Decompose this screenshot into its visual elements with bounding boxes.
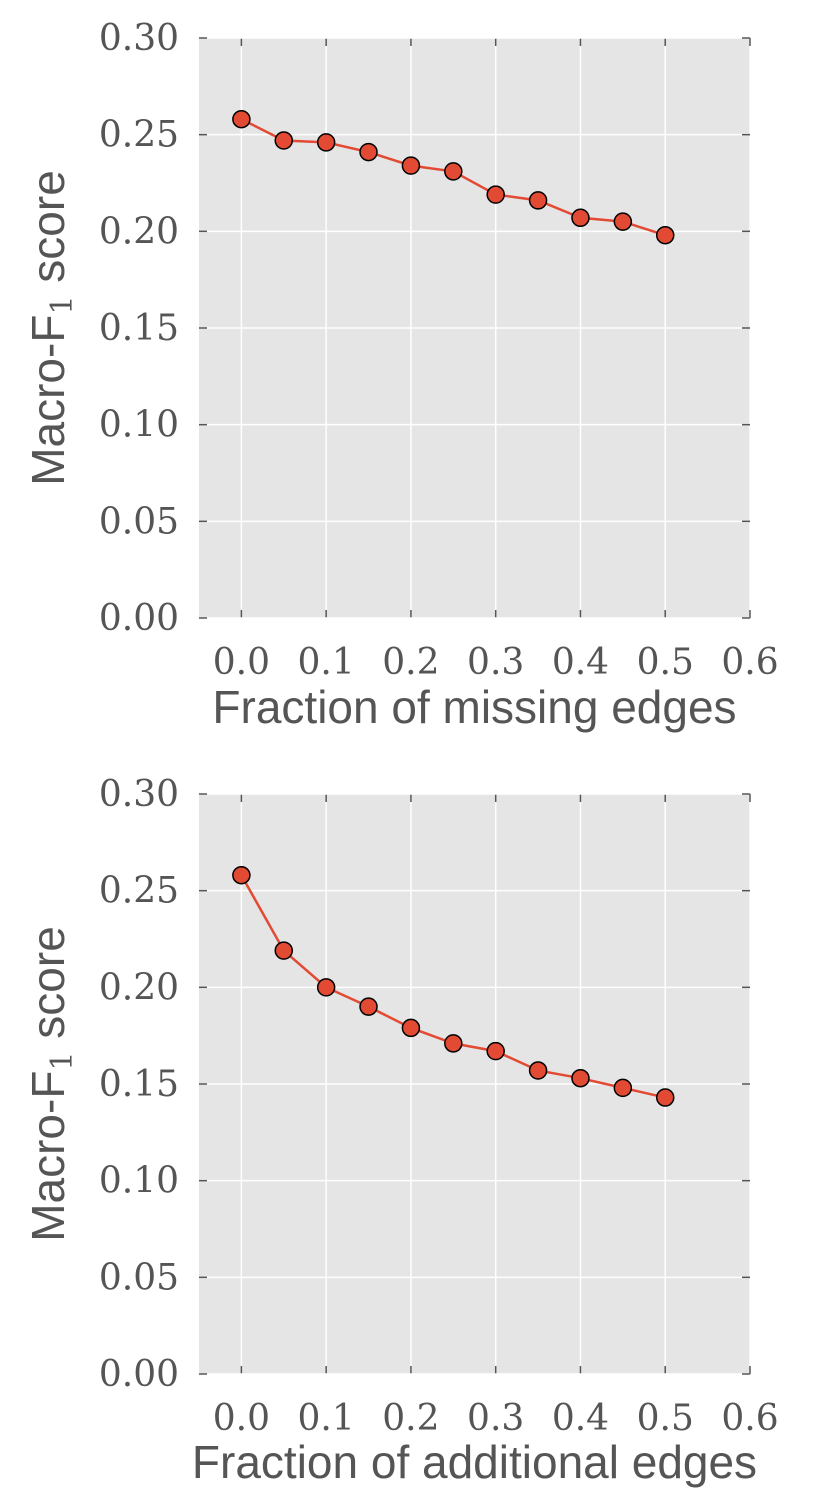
chart-panel-2: 0.0 0.1 0.2 0.3 0.4 0.5 0.6 0.00 0.05 0.10 0.15 0.2… [22,774,779,1488]
y-tick-label: 0.15 [99,1064,179,1105]
data-point [486,1041,505,1061]
y-tick-label: 0.30 [99,774,179,815]
x-tick-label: 0.0 [213,1398,270,1439]
data-point [444,162,463,181]
data-point [316,133,336,152]
data-point [655,225,675,245]
x-axis-label: Fraction of missing edges [212,681,736,733]
y-axis-label-main: Macro-F [22,315,74,486]
data-point [359,997,378,1016]
x-tick-label: 0.1 [298,1398,355,1439]
data-point [571,208,590,228]
x-tick-label: 0.5 [637,1398,694,1439]
y-tick-label: 0.10 [99,405,179,446]
chart-panel-1: 0.0 0.1 0.2 0.3 0.4 0.5 0.6 0.00 0.05 0.10 0.15 0.2… [22,18,779,733]
data-point [359,142,378,162]
x-tick-label: 0.5 [637,642,694,683]
data-point [613,1078,633,1098]
data-point [274,131,294,150]
x-tick-label: 0.6 [721,1398,778,1439]
y-tick-label: 0.20 [99,211,179,252]
y-tick-label: 0.15 [99,308,179,349]
y-tick-label: 0.05 [99,1257,179,1298]
y-axis-label-subscript: 1 [45,1051,80,1070]
data-point [316,978,336,997]
data-point [232,109,251,129]
y-tick-label: 0.10 [99,1161,179,1202]
y-tick-label: 0.25 [99,871,179,912]
x-tick-label: 0.4 [552,1398,609,1439]
y-axis-label: Macro-F1 score [22,926,80,1242]
y-axis-label-tail: score [22,170,74,295]
y-tick-label: 0.25 [99,115,179,156]
data-point [486,185,505,204]
data-point [444,1034,463,1053]
x-tick-label: 0.0 [213,642,270,683]
y-axis-label-main: Macro-F [22,1071,74,1242]
x-tick-label: 0.3 [467,642,524,683]
data-point [613,212,633,231]
y-tick-label: 0.30 [99,18,179,59]
data-point [232,865,251,885]
data-point [528,191,548,210]
y-axis-label-subscript: 1 [45,295,80,314]
x-tick-label: 0.4 [552,642,609,683]
data-point [655,1088,675,1107]
data-point [401,1018,421,1038]
data-point [274,941,294,960]
x-tick-label: 0.2 [382,642,439,683]
data-point [571,1068,590,1088]
y-tick-label: 0.20 [99,967,179,1008]
data-point [528,1061,548,1080]
y-axis-label-tail: score [22,926,74,1051]
x-tick-label: 0.2 [382,1398,439,1439]
x-tick-label: 0.3 [467,1398,524,1439]
y-tick-label: 0.05 [99,501,179,542]
y-tick-label: 0.00 [99,598,179,639]
x-axis-label: Fraction of additional edges [192,1436,757,1488]
y-tick-label: 0.00 [99,1354,179,1395]
x-tick-label: 0.1 [298,642,355,683]
y-axis-label: Macro-F1 score [22,170,80,486]
x-tick-label: 0.6 [721,642,778,683]
data-point [401,156,421,175]
